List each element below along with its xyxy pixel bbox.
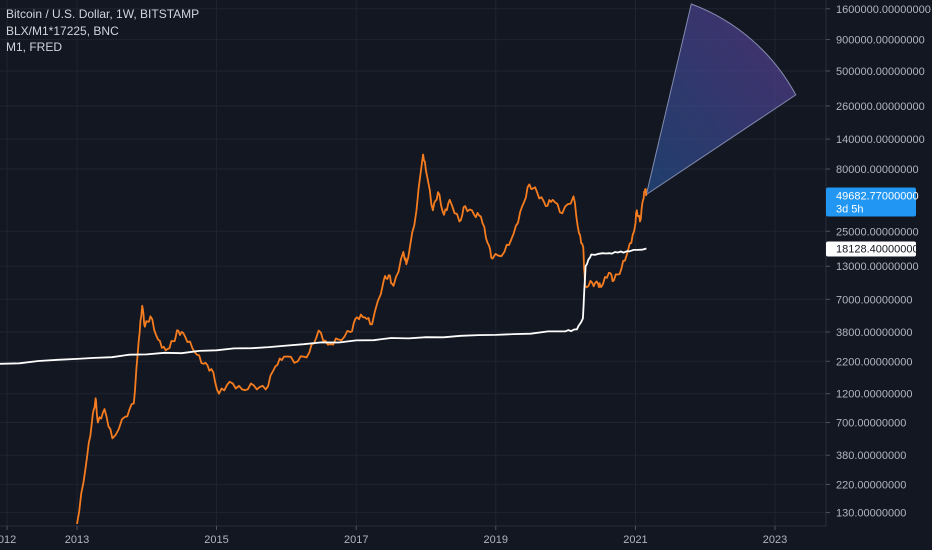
price-tick-label: 220.00000000 bbox=[836, 479, 906, 491]
price-tick-label: 1600000.00000000 bbox=[836, 4, 931, 16]
price-tick-label: 13000.00000000 bbox=[836, 261, 919, 273]
price-tick-label: 260000.00000000 bbox=[836, 101, 925, 113]
btc-last-price-label: 49682.77000000 bbox=[836, 191, 919, 203]
price-tick-label: 140000.00000000 bbox=[836, 134, 925, 146]
price-tick-label: 25000.00000000 bbox=[836, 226, 919, 238]
legend-main-symbol[interactable]: Bitcoin / U.S. Dollar, 1W, BITSTAMP bbox=[6, 7, 200, 21]
m1-last-value-label: 18128.40000000 bbox=[836, 243, 919, 255]
time-axis[interactable]: 012 2013 2015 2017 2019 2021 2023 bbox=[0, 525, 826, 546]
m1-last-value-badge bbox=[826, 241, 916, 257]
time-tick-label: 2021 bbox=[623, 534, 647, 546]
price-tick-label: 3800.00000000 bbox=[836, 327, 912, 339]
price-tick-label: 7000.00000000 bbox=[836, 294, 912, 306]
time-tick-label: 2017 bbox=[344, 534, 368, 546]
price-tick-label: 1200.00000000 bbox=[836, 389, 912, 401]
price-tick-label: 2200.00000000 bbox=[836, 356, 912, 368]
fan-sector[interactable] bbox=[645, 3, 797, 196]
price-tick-label: 900000.00000000 bbox=[836, 35, 925, 47]
time-tick-label: 2015 bbox=[204, 534, 228, 546]
price-tick-label: 700.00000000 bbox=[836, 418, 906, 430]
bar-countdown-label: 3d 5h bbox=[836, 204, 864, 216]
price-axis[interactable]: 1600000.00000000 900000.00000000 500000.00… bbox=[825, 0, 932, 550]
time-tick-label: 2023 bbox=[763, 534, 787, 546]
price-axis-background bbox=[826, 0, 932, 550]
time-tick-label: 2019 bbox=[484, 534, 508, 546]
price-tick-label: 130.00000000 bbox=[836, 508, 906, 520]
btc-last-price-badge bbox=[826, 187, 916, 217]
price-tick-label: 80000.00000000 bbox=[836, 164, 919, 176]
legend-m1-overlay[interactable]: M1, FRED bbox=[6, 40, 63, 54]
time-tick-label: 2013 bbox=[65, 534, 89, 546]
time-tick-label: 012 bbox=[0, 534, 16, 546]
projection-fan[interactable] bbox=[645, 3, 797, 196]
legend-blx-m1-overlay[interactable]: BLX/M1*17225, BNC bbox=[6, 23, 119, 38]
m1-line bbox=[0, 247, 647, 365]
chart-legend: Bitcoin / U.S. Dollar, 1W, BITSTAMP BLX/… bbox=[6, 6, 199, 56]
series-lines bbox=[0, 153, 648, 525]
price-tick-label: 500000.00000000 bbox=[836, 66, 925, 78]
price-tick-label: 380.00000000 bbox=[836, 450, 906, 462]
